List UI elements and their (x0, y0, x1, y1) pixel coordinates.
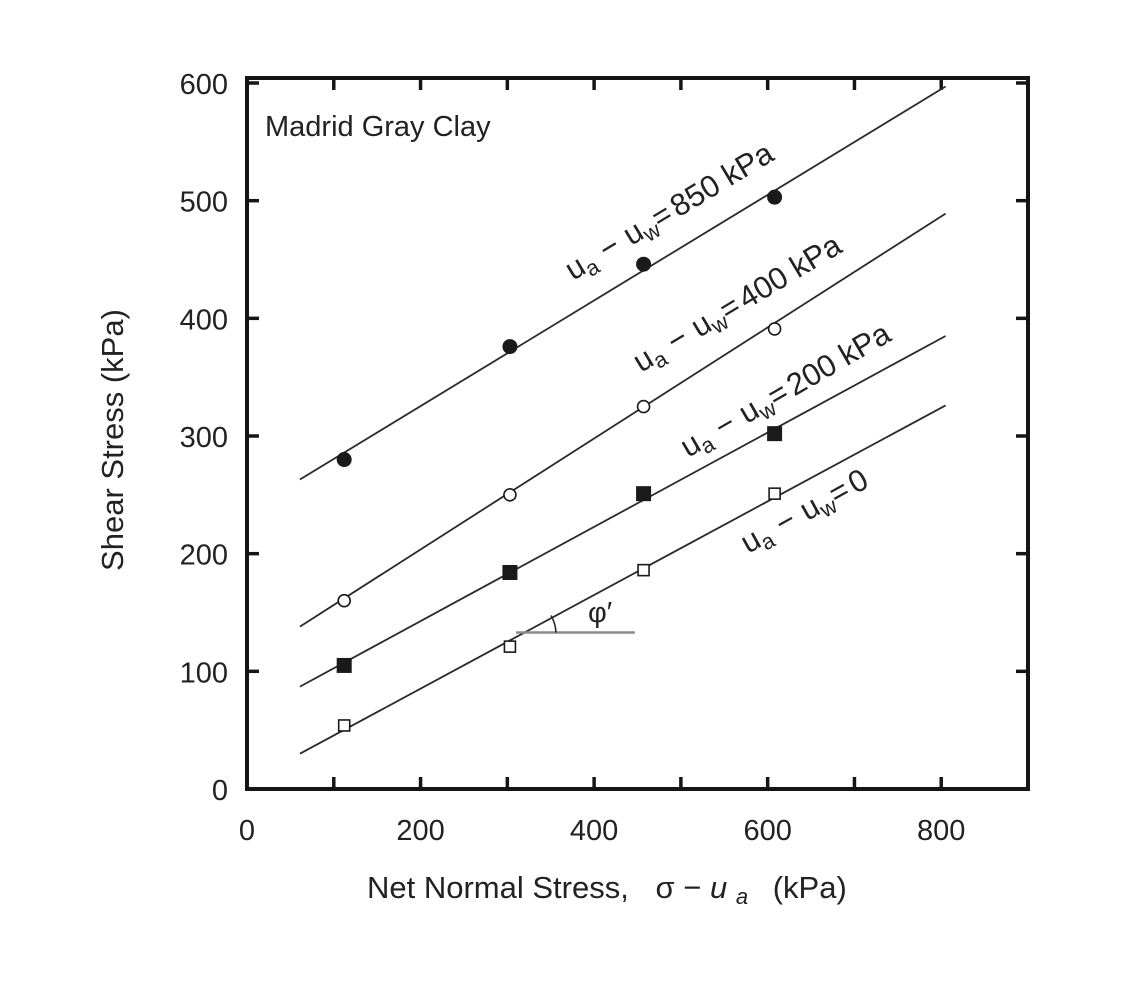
x-tick-label: 800 (917, 815, 965, 847)
angle-arc (550, 615, 557, 633)
y-tick-label: 500 (180, 187, 228, 219)
phi-angle-annotation: φ′ (516, 597, 635, 634)
plot-area (245, 76, 1030, 791)
fit-line (299, 404, 946, 755)
filled-square-marker (502, 564, 518, 580)
filled-circle-marker (636, 256, 652, 272)
x-tick-label: 200 (396, 815, 444, 847)
fit-lines (299, 85, 947, 755)
fit-line (299, 335, 946, 688)
fit-line (299, 85, 947, 481)
series-label: ua−uw=0 (734, 462, 875, 564)
open-circle-marker (503, 488, 517, 502)
minus-symbol: − (683, 870, 701, 905)
y-tick-label: 600 (180, 69, 228, 101)
data-markers (336, 189, 783, 732)
open-square-marker (768, 487, 781, 500)
x-tick-label: 400 (570, 815, 618, 847)
filled-circle-marker (502, 339, 518, 355)
y-tick-label: 100 (180, 657, 228, 689)
chart-annotation: Madrid Gray Clay (265, 111, 491, 143)
x-tick-label: 600 (743, 815, 791, 847)
filled-square-marker (767, 426, 783, 442)
tick-labels: 0 200 400 600 800 0 100 200 300 400 500 600 (180, 69, 966, 847)
filled-square-marker (336, 657, 352, 673)
y-tick-label: 300 (180, 422, 228, 454)
phi-prime-symbol: φ′ (588, 597, 612, 629)
u-subscript: a (736, 884, 748, 909)
axes-frame (245, 76, 1030, 791)
filled-circle-marker (767, 189, 783, 205)
series-label: ua−uw=850 kPa (559, 135, 783, 291)
open-square-marker (503, 640, 517, 653)
open-square-marker (337, 719, 351, 732)
open-circle-marker (767, 322, 782, 336)
filled-circle-marker (336, 452, 352, 468)
x-axis-title: Net Normal Stress, σ − u a (kPa) (367, 870, 847, 911)
y-tick-label: 200 (180, 540, 228, 572)
sigma-symbol: σ (655, 870, 674, 905)
y-tick-label: 0 (212, 775, 228, 807)
open-square-marker (637, 563, 650, 577)
y-axis-title: Shear Stress (kPa) (95, 309, 130, 571)
open-circle-marker (337, 593, 351, 608)
y-tick-label: 400 (180, 304, 228, 336)
x-axis-title-prefix: Net Normal Stress, (367, 870, 629, 905)
x-tick-label: 0 (239, 815, 255, 847)
fit-line (299, 212, 947, 628)
x-axis-unit: (kPa) (773, 870, 847, 905)
open-circle-marker (636, 399, 651, 414)
filled-square-marker (636, 486, 652, 502)
axis-ticks (247, 78, 1028, 789)
u-symbol: u (710, 870, 727, 905)
